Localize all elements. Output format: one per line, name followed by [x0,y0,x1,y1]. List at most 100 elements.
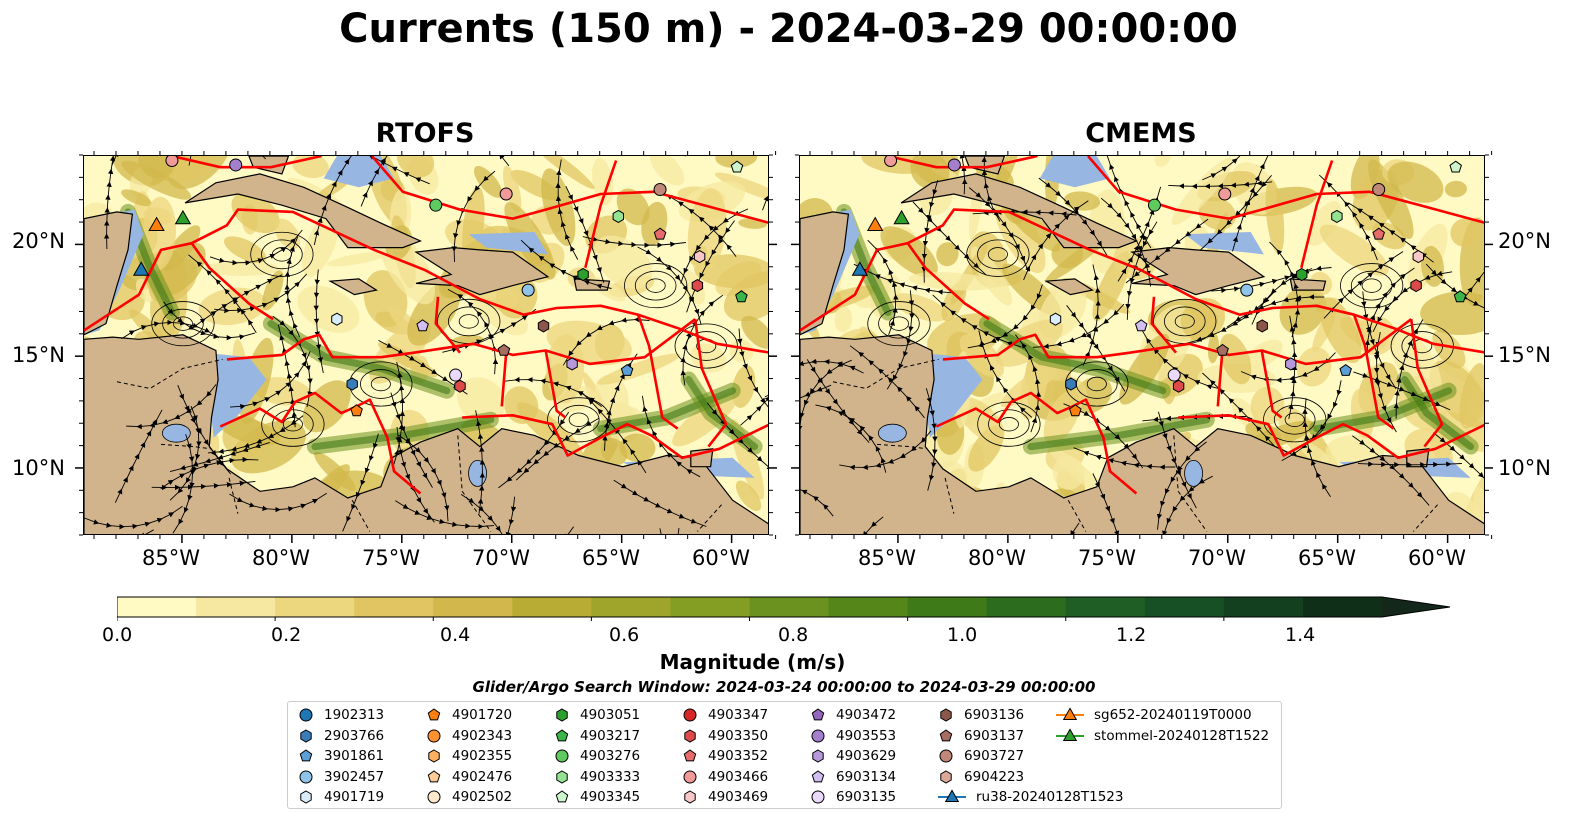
legend-label: 4903345 [580,789,641,805]
float-marker-3901861[interactable] [1339,363,1352,376]
float-marker-4903553[interactable] [229,158,243,172]
float-marker-3902457[interactable] [521,283,535,297]
shallow-water [1039,156,1110,188]
legend-item-2903766: 2903766 [298,726,384,746]
legend-label: 4903347 [708,707,769,723]
float-marker-ru38-20240128T1523[interactable] [132,261,150,276]
float-marker-4901720[interactable] [1069,404,1082,417]
float-marker-6903136[interactable] [1256,319,1268,333]
float-marker-4903350[interactable] [1410,279,1422,293]
float-marker-3901861[interactable] [620,363,634,376]
float-marker-2903766[interactable] [346,377,358,391]
float-marker-4903629[interactable] [1285,357,1297,371]
float-marker-6903134[interactable] [1134,319,1148,332]
float-marker-4901719[interactable] [331,312,343,326]
search-window-label: Glider/Argo Search Window: 2024-03-24 00… [472,678,1096,696]
float-marker-4903352[interactable] [653,227,667,240]
float-marker-4903466[interactable] [1218,187,1232,201]
float-marker-4901720[interactable] [350,404,363,417]
float-marker-4903350[interactable] [1172,379,1185,393]
float-marker-4903350[interactable] [454,379,466,393]
colorbar-tick-0-0: 0.0 [102,624,133,646]
country-border [228,477,239,514]
eddy-contour [977,401,1041,447]
eddy-contour [645,278,666,293]
legend-marker-4903553 [811,729,825,742]
float-marker-4903466[interactable] [165,156,179,167]
float-marker-4903345[interactable] [730,160,744,173]
float-marker-4903350[interactable] [691,279,704,293]
colorbar-segment [828,597,909,617]
float-marker-6903137[interactable] [1216,343,1229,356]
legend-marker-ru38-20240128T1523 [944,789,960,802]
float-marker-stommel-20240128T1522[interactable] [174,209,192,225]
float-marker-4903217[interactable] [735,290,748,303]
map-cmems[interactable] [799,155,1485,535]
map-canvas [84,156,768,534]
legend-label: 4903629 [836,748,897,764]
float-marker-4903051[interactable] [577,267,589,282]
legend-label: 2903766 [324,727,385,744]
float-marker-4903629[interactable] [566,357,578,371]
colorbar-segment [591,597,671,617]
legend-item-6903136: 6903136 [938,705,1024,725]
colorbar-segment [354,597,434,617]
float-marker-sg652-20240119T0000[interactable] [148,216,165,231]
colorbar-segment [196,597,276,617]
eddy-contour [987,247,1008,262]
float-marker-6903134[interactable] [416,319,429,332]
float-marker-4903466[interactable] [499,187,513,201]
legend-item-4901719: 4901719 [298,787,384,807]
legend-label: 4903352 [708,748,769,764]
legend-label: 4902476 [452,768,513,785]
float-marker-4903352[interactable] [1372,227,1385,240]
float-marker-4903553[interactable] [947,158,961,172]
float-marker-2903766[interactable] [1065,377,1077,391]
float-marker-6903137[interactable] [497,343,511,356]
float-marker-4903345[interactable] [1449,160,1462,173]
float-marker-4903276[interactable] [1147,198,1161,212]
float-marker-4903469[interactable] [693,250,706,264]
float-marker-4903333[interactable] [1331,209,1343,223]
float-marker-4903217[interactable] [1453,290,1467,303]
cuba-land [184,173,422,249]
float-marker-4903276[interactable] [429,198,443,212]
colorbar-segment [1223,597,1304,617]
float-marker-6903136[interactable] [537,319,550,333]
legend-item-stommel-20240128T1522: stommel-20240128T1522 [1056,726,1269,746]
map-rtofs[interactable] [83,155,769,535]
legend-marker-4903347 [683,708,697,722]
float-marker-6903135[interactable] [449,368,463,382]
float-marker-4903333[interactable] [612,209,624,223]
lon-label-85w: 85°W [858,546,916,570]
lon-label-65w: 65°W [582,546,640,570]
colorbar-segment [986,597,1067,617]
legend-label: 4903466 [708,768,769,785]
float-marker-4903466[interactable] [884,156,898,167]
float-marker-stommel-20240128T1522[interactable] [893,209,910,225]
legend-marker-4903217 [555,728,569,741]
colorbar-segment [1065,597,1146,617]
float-marker-4903051[interactable] [1296,267,1308,282]
legend-item-4903276: 4903276 [554,746,640,766]
float-marker-6903135[interactable] [1167,368,1181,382]
eddy-contour [1174,314,1195,329]
float-marker-4903469[interactable] [1412,250,1424,264]
float-marker-6903727[interactable] [1372,183,1386,197]
legend-label: 6904223 [964,768,1025,785]
lat-label-15n: 15°N [1498,343,1551,367]
eddy-contour [250,231,314,277]
colorbar-tick-0-8: 0.8 [778,624,809,646]
float-marker-ru38-20240128T1523[interactable] [851,261,869,276]
float-marker-4901719[interactable] [1049,312,1062,326]
eddy-contour [867,301,931,347]
legend-label: sg652-20240119T0000 [1094,707,1252,723]
legend-label: 4903553 [836,727,897,744]
lon-label-60w: 60°W [692,546,750,570]
eddy-contour [1284,412,1305,427]
lon-label-85w: 85°W [142,546,200,570]
float-marker-6903727[interactable] [653,183,667,197]
float-marker-3902457[interactable] [1240,283,1254,297]
float-marker-sg652-20240119T0000[interactable] [866,216,884,231]
country-border [457,435,492,532]
